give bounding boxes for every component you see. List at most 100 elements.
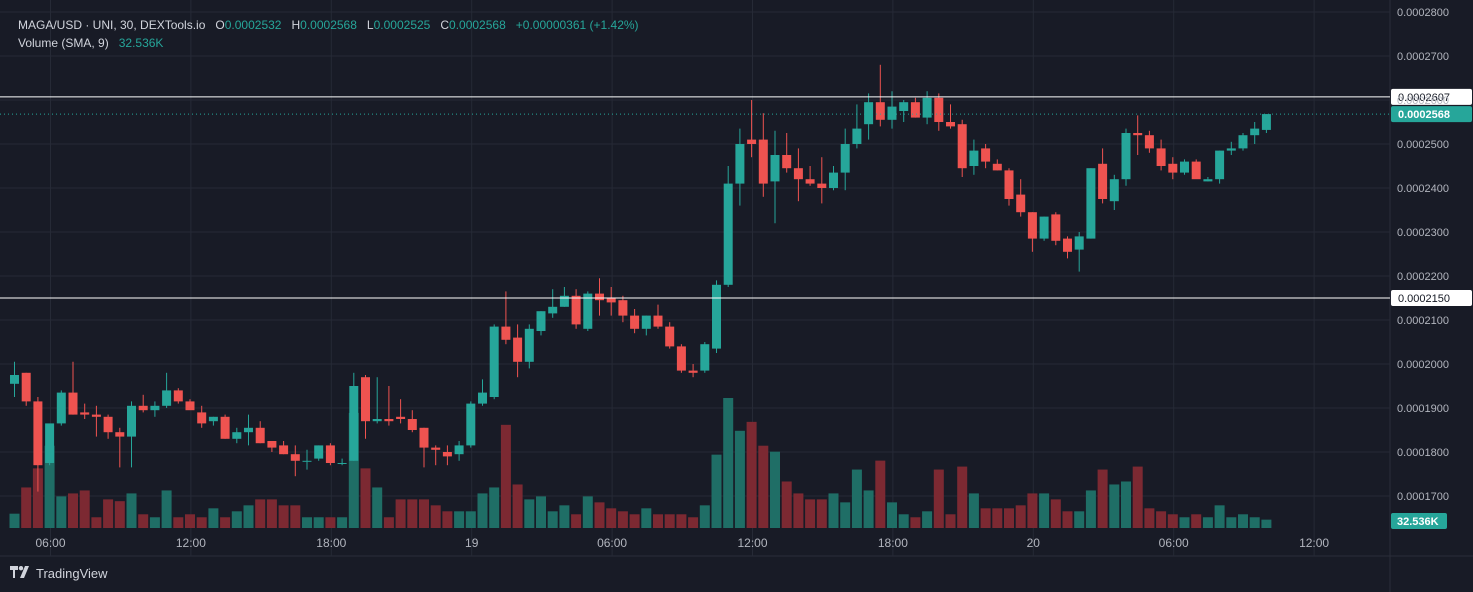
volume-bar xyxy=(571,514,582,528)
candle-body xyxy=(91,414,101,417)
candle-body xyxy=(595,293,604,301)
volume-bar xyxy=(1085,490,1096,528)
candle-body xyxy=(793,168,803,180)
volume-bar xyxy=(746,421,757,528)
candle-body xyxy=(68,392,78,415)
candle-body xyxy=(103,416,113,433)
candle-body xyxy=(805,179,815,184)
y-tick-label: 0.0002800 xyxy=(1397,7,1449,19)
volume-bar xyxy=(922,511,933,528)
candle-body xyxy=(1016,194,1026,213)
candle-body xyxy=(1051,214,1061,241)
volume-bar xyxy=(149,517,160,528)
candle-body xyxy=(1121,133,1131,180)
volume-bar xyxy=(933,469,944,528)
volume-bar xyxy=(980,508,991,528)
price-axis[interactable]: 0.0002800 0.0002700 0.0002600 0.0002500 0.00… xyxy=(1397,7,1449,503)
candle-body xyxy=(513,337,523,362)
candle-body xyxy=(431,447,441,450)
volume-bar xyxy=(617,511,628,528)
tradingview-attribution[interactable]: TradingView xyxy=(10,566,108,581)
candle-body xyxy=(208,416,218,422)
last-price-label-bg xyxy=(1391,106,1472,123)
tradingview-brand: TradingView xyxy=(36,566,108,581)
candle-body xyxy=(407,419,417,430)
candle-body xyxy=(1004,170,1014,199)
candle-body xyxy=(232,432,242,439)
candle-body xyxy=(384,419,394,422)
candle-body xyxy=(934,97,944,122)
candle-body xyxy=(887,106,897,120)
volume-bar xyxy=(1156,511,1167,528)
candle-body xyxy=(220,416,230,439)
volume-bar xyxy=(337,517,348,528)
volume-bar xyxy=(594,502,605,528)
volume-bar xyxy=(79,490,90,528)
candle-body xyxy=(981,148,991,162)
candle-body xyxy=(1109,179,1119,202)
volume-bar xyxy=(536,496,546,528)
horizontal-line-label: 0.0002150 xyxy=(1398,293,1450,305)
volume-bar xyxy=(1179,517,1190,528)
volume-bar xyxy=(875,460,886,528)
candle-body xyxy=(676,346,686,371)
volume-bar xyxy=(898,514,909,528)
volume-bar xyxy=(1121,481,1131,528)
candle-body xyxy=(1203,179,1213,182)
x-tick-label: 06:00 xyxy=(597,536,627,550)
candle-body xyxy=(653,315,663,327)
volume-bar xyxy=(360,468,371,528)
y-tick-label: 0.0002600 xyxy=(1397,95,1449,107)
candle-body xyxy=(419,427,429,448)
horizontal-lines[interactable]: 0.0002607 0.0002150 0.0002568 32.536K xyxy=(0,88,1472,529)
candle-body xyxy=(618,300,628,316)
volume-bar xyxy=(302,517,312,528)
volume-bar xyxy=(208,508,219,528)
volume-bar xyxy=(243,505,254,528)
volume-bar xyxy=(945,514,956,528)
candle-body xyxy=(1191,161,1201,180)
volume-bar xyxy=(1238,514,1248,528)
volume-bar xyxy=(395,499,406,528)
volume-bar xyxy=(664,514,675,528)
volume-bar xyxy=(1097,469,1108,528)
candle-body xyxy=(197,412,207,424)
candle-body xyxy=(1133,133,1143,136)
volume-bar xyxy=(524,499,535,528)
volume-bar xyxy=(56,496,67,528)
volume-bar xyxy=(547,511,558,528)
y-tick-label: 0.0001800 xyxy=(1397,447,1449,459)
volume-bar xyxy=(816,499,827,528)
candle-body xyxy=(548,306,558,314)
candle-body xyxy=(349,386,359,461)
volume-bar xyxy=(863,490,874,528)
candle-body xyxy=(454,445,464,455)
volume-bars xyxy=(9,398,1272,528)
candle-body xyxy=(1027,212,1037,239)
candles xyxy=(10,64,1271,492)
y-tick-label: 0.0002400 xyxy=(1397,183,1449,195)
volume-bar xyxy=(1039,493,1050,528)
volume-bar xyxy=(32,468,43,528)
volume-bar xyxy=(68,493,78,528)
volume-bar xyxy=(1261,519,1272,528)
volume-bar xyxy=(968,493,979,528)
volume-bar xyxy=(1191,514,1202,528)
volume-bar xyxy=(606,508,617,528)
volume-bar xyxy=(348,412,359,528)
candle-body xyxy=(583,293,593,329)
volume-bar xyxy=(266,499,277,528)
x-tick-label: 12:00 xyxy=(1299,536,1329,550)
candle-body xyxy=(559,295,569,307)
candle-body xyxy=(80,412,90,415)
candle-body xyxy=(150,405,160,411)
volume-bar xyxy=(1202,517,1213,528)
candle-body xyxy=(1226,148,1236,151)
volume-bar xyxy=(641,508,652,528)
volume-bar xyxy=(828,493,839,528)
x-tick-label: 18:00 xyxy=(878,536,908,550)
volume-bar xyxy=(723,398,734,528)
volume-bar xyxy=(1132,466,1143,528)
time-axis[interactable]: 06:00 12:00 18:00 19 06:00 12:00 18:00 20 06:00 1… xyxy=(35,536,1329,550)
